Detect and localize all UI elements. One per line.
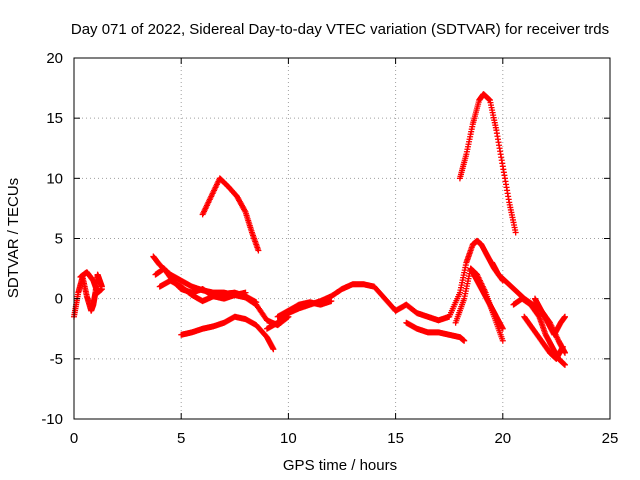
data-point: [270, 346, 277, 353]
x-tick-label: 0: [70, 430, 78, 447]
data-point: [241, 207, 248, 214]
x-axis-label: GPS time / hours: [283, 457, 397, 474]
chart-title: Day 071 of 2022, Sidereal Day-to-day VTE…: [71, 21, 609, 38]
data-point: [499, 325, 506, 332]
y-tick-label: 0: [55, 291, 63, 308]
data-point: [559, 343, 566, 350]
y-tick-label: 20: [46, 50, 63, 67]
data-points: [71, 91, 568, 368]
grid-lines: [74, 58, 610, 419]
series-arc-14: [467, 265, 506, 332]
data-point: [461, 337, 468, 344]
data-point: [255, 247, 262, 254]
y-tick-label: -5: [50, 351, 63, 368]
series-arc-12: [456, 91, 519, 236]
series-arc-11: [403, 319, 468, 344]
y-tick-label: 15: [46, 110, 63, 127]
x-tick-label: 10: [280, 430, 297, 447]
y-tick-label: 5: [55, 231, 63, 248]
data-point: [328, 298, 335, 305]
series-arc-16: [510, 295, 568, 368]
x-tick-label: 5: [177, 430, 185, 447]
series-arc-2: [77, 269, 105, 296]
x-tick-label: 15: [387, 430, 404, 447]
series-arc-5: [156, 277, 260, 306]
x-tick-label: 25: [602, 430, 619, 447]
y-tick-label: 10: [46, 170, 63, 187]
axis-ticks: 0 5 10 15 20 25 -10 -5 0 5 10 15 20: [41, 50, 618, 447]
series-arc-17: [531, 295, 568, 338]
series-arc-6: [178, 313, 277, 353]
y-axis-label: SDTVAR / TECUs: [5, 178, 22, 298]
data-point: [512, 229, 519, 236]
data-point: [561, 361, 568, 368]
data-point: [98, 286, 105, 293]
series-arc-18: [521, 313, 566, 362]
series-arc-9: [274, 298, 335, 320]
y-tick-label: -10: [41, 411, 63, 428]
series-arc-10: [392, 237, 506, 324]
series-arc-7: [199, 175, 262, 254]
data-point: [499, 337, 506, 344]
data-point: [561, 313, 568, 320]
data-point: [561, 349, 568, 356]
x-tick-label: 20: [494, 430, 511, 447]
data-point: [253, 299, 260, 306]
